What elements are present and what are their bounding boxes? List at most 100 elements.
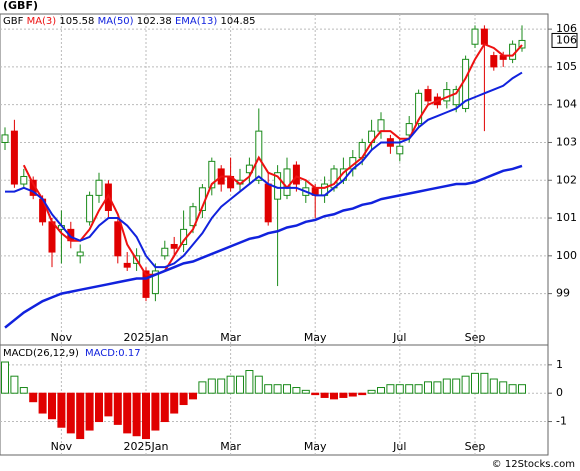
- candle-body: [142, 270, 150, 298]
- y-tick-label: 101: [556, 211, 577, 224]
- macd-bar: [10, 375, 19, 394]
- candle-body: [151, 270, 159, 295]
- candle-body: [10, 130, 18, 185]
- macd-bar: [132, 392, 141, 437]
- macd-bar: [76, 392, 85, 440]
- legend-value: 105.58: [59, 16, 94, 27]
- candle-body: [480, 28, 488, 45]
- price-tag-label: 106: [556, 33, 577, 46]
- macd-legend-item: MACD(26,12,9): [3, 348, 79, 359]
- macd-bar: [499, 381, 508, 394]
- x-tick-label: 2025Jan: [124, 331, 169, 344]
- macd-bar: [471, 372, 479, 394]
- price-tag-box: [551, 32, 578, 48]
- x-tick-label: Mar: [220, 331, 241, 344]
- candle-body: [518, 39, 526, 49]
- macd-bar: [179, 392, 188, 406]
- macd-bar: [292, 387, 301, 394]
- x-tick-label: Mar: [220, 440, 241, 453]
- macd-bar: [236, 375, 244, 394]
- candle-body: [114, 221, 122, 257]
- macd-bar: [348, 392, 357, 397]
- macd-bar: [170, 392, 179, 414]
- macd-bar: [123, 392, 132, 434]
- macd-bar: [273, 384, 282, 394]
- candle-body: [76, 251, 84, 257]
- macd-bar: [189, 392, 197, 400]
- y-tick-label: 105: [556, 60, 577, 73]
- macd-bar: [95, 392, 103, 423]
- candle-body: [123, 262, 131, 268]
- macd-bar: [518, 384, 526, 394]
- macd-bar: [48, 392, 56, 420]
- macd-bar: [245, 370, 254, 394]
- macd-bar: [424, 381, 432, 394]
- macd-bar: [301, 389, 310, 394]
- candle-body: [283, 168, 291, 196]
- macd-bar: [480, 372, 489, 394]
- macd-bar: [377, 387, 385, 394]
- x-tick-label: May: [304, 440, 327, 453]
- candle-body: [396, 145, 404, 155]
- macd-bar: [330, 392, 338, 400]
- macd-bar: [198, 381, 207, 394]
- y-tick-label: 106: [556, 22, 577, 35]
- watermark: © 12Stocks.com: [492, 459, 575, 470]
- x-tick-label: May: [304, 331, 327, 344]
- macd-bar: [405, 384, 414, 394]
- macd-bar: [489, 378, 498, 394]
- legend-value: 104.85: [220, 16, 255, 27]
- macd-bar: [57, 392, 66, 428]
- macd-bar: [151, 392, 160, 431]
- macd-bar: [19, 387, 28, 394]
- candle-body: [424, 89, 432, 102]
- macd-bar: [38, 392, 47, 414]
- macd-bar: [320, 392, 329, 398]
- x-tick-label: Nov: [51, 440, 73, 453]
- candle-body: [95, 179, 103, 196]
- candle-body: [86, 194, 94, 223]
- macd-bar: [508, 384, 517, 394]
- x-tick-label: Nov: [51, 331, 73, 344]
- macd-bar: [160, 392, 169, 423]
- candle-body: [170, 243, 178, 249]
- macd-bar: [104, 392, 113, 417]
- x-tick-label: Jul: [392, 331, 406, 344]
- macd-bar: [339, 392, 348, 398]
- x-tick-label: Jul: [392, 440, 406, 453]
- y-tick-label: 104: [556, 98, 577, 111]
- series-line: [4, 164, 523, 329]
- macd-bar: [207, 378, 216, 394]
- candle-body: [1, 134, 9, 143]
- legend-name: MA(3): [27, 16, 57, 27]
- macd-bar: [283, 384, 291, 394]
- y-tick-label: 102: [556, 173, 577, 186]
- candle-body: [490, 55, 498, 68]
- y-tick-label: -1: [556, 415, 567, 428]
- macd-bar: [386, 384, 395, 394]
- candle-body: [415, 92, 423, 125]
- candle-body: [48, 221, 56, 253]
- candle-body: [452, 89, 460, 106]
- candle-body: [292, 164, 300, 185]
- candle-body: [189, 206, 197, 227]
- y-tick-label: 100: [556, 249, 577, 262]
- candle-body: [264, 183, 272, 223]
- macd-legend: MACD(26,12,9) MACD:0.17: [3, 348, 141, 359]
- candle-body: [161, 247, 169, 257]
- macd-bar: [217, 378, 226, 394]
- macd-bar: [254, 375, 263, 394]
- macd-bar: [113, 392, 122, 425]
- candle-body: [20, 175, 28, 185]
- macd-bar: [226, 375, 235, 394]
- candle-body: [471, 28, 479, 45]
- chart-title: (GBF): [3, 0, 38, 12]
- y-tick-label: 99: [556, 287, 570, 300]
- legend-name: EMA(13): [175, 16, 217, 27]
- macd-bar: [461, 375, 470, 394]
- macd-bar: [433, 381, 442, 394]
- y-tick-label: 103: [556, 135, 577, 148]
- legend-name: MA(50): [98, 16, 134, 27]
- x-tick-label: Sep: [465, 440, 486, 453]
